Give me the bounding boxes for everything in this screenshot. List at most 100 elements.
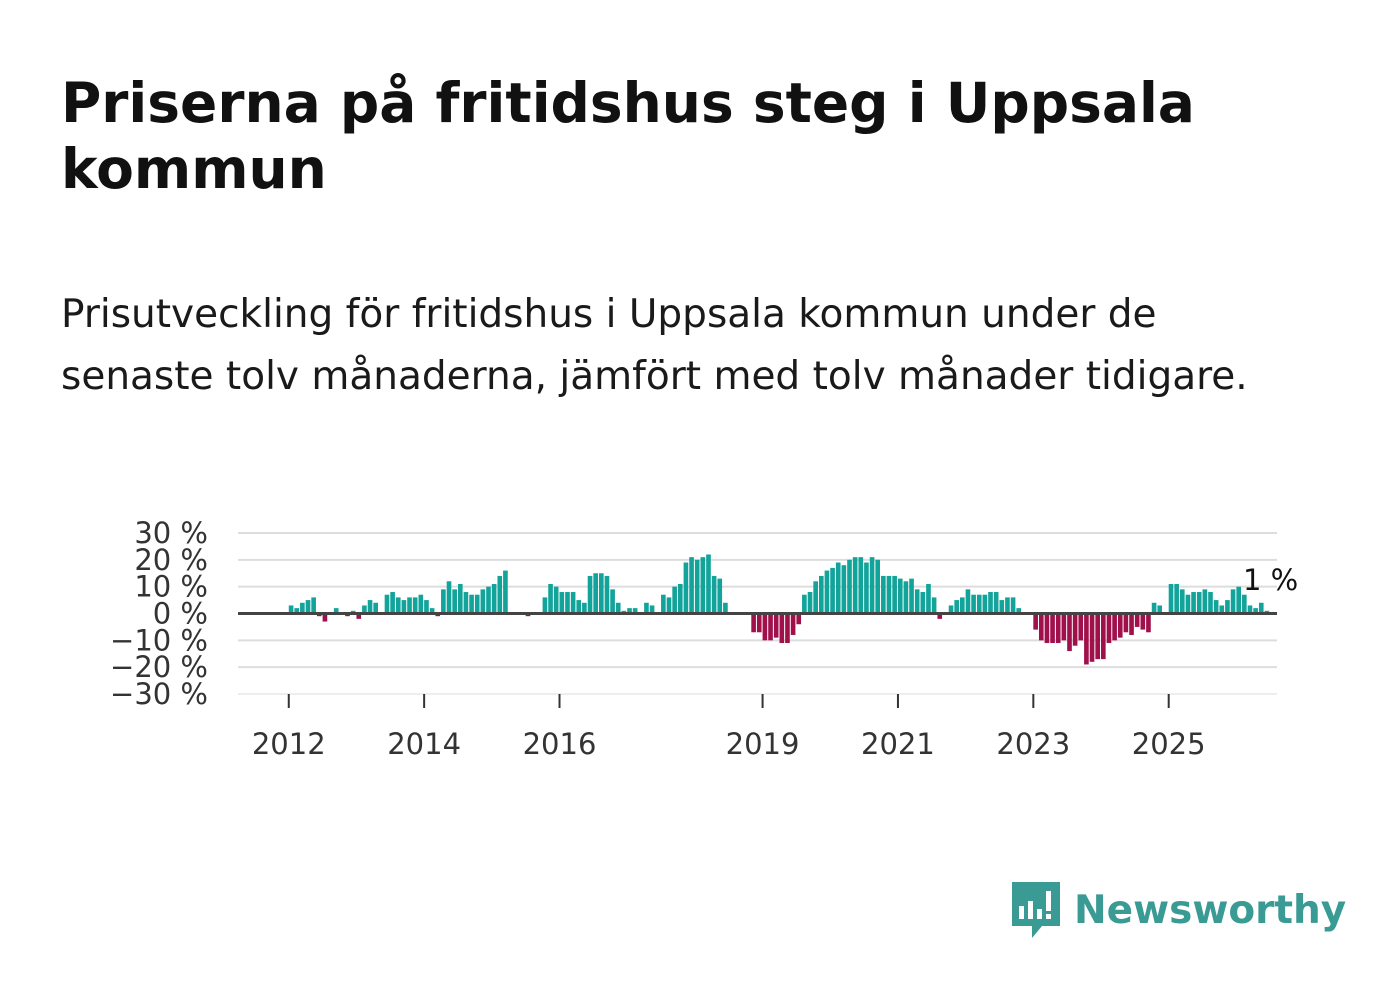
bar (1005, 597, 1010, 614)
bar (604, 575, 610, 614)
bar (412, 597, 418, 614)
x-axis: 2012 2014 2016 2019 2021 2023 2025 (252, 694, 1206, 761)
bar (1168, 583, 1174, 614)
y-axis-labels: 30 %20 %10 %0 %−10 %−20 %−30 % (110, 516, 208, 711)
bar (937, 613, 943, 619)
bar (796, 613, 802, 625)
bar (864, 562, 869, 614)
bar (830, 567, 835, 614)
bar (1179, 589, 1185, 614)
bar (813, 581, 818, 614)
bar (931, 597, 937, 614)
bar (723, 602, 728, 614)
y-tick-label: −20 % (110, 650, 208, 684)
bar (852, 557, 858, 614)
bar (322, 613, 328, 622)
bar (661, 594, 666, 614)
y-tick-label: 20 % (134, 543, 208, 577)
bar (875, 559, 881, 614)
bar (593, 573, 598, 614)
bar-chart: 30 %20 %10 %0 %−10 %−20 %−30 % 2012 2014 2… (110, 516, 1298, 761)
bar (1202, 589, 1208, 614)
gridlines (238, 532, 1277, 695)
bar (599, 573, 604, 614)
bar (897, 578, 903, 614)
bar (446, 581, 452, 614)
bar (700, 557, 706, 614)
bar (1134, 613, 1140, 627)
bar (886, 575, 892, 614)
bar (1219, 605, 1225, 614)
bar (717, 578, 723, 614)
bar (1016, 608, 1022, 614)
bar (384, 594, 390, 614)
bar (418, 594, 424, 614)
x-tick-label: 2014 (387, 727, 461, 761)
bar (1208, 592, 1213, 614)
bar (311, 597, 316, 614)
bar (491, 583, 497, 614)
bar (999, 600, 1005, 614)
x-tick-label: 2025 (1132, 727, 1206, 761)
bar (1044, 613, 1050, 644)
bar (395, 597, 401, 614)
bar (835, 562, 841, 614)
bar (288, 605, 294, 614)
bar (565, 592, 570, 614)
y-tick-label: 30 % (134, 516, 208, 550)
bar (756, 613, 762, 633)
bar (773, 613, 779, 638)
bar (1185, 594, 1191, 614)
bar (1061, 613, 1067, 641)
bar (666, 597, 672, 614)
bar (768, 613, 773, 641)
bar (587, 575, 593, 614)
bar (1106, 613, 1112, 644)
bar (858, 557, 864, 614)
bar (1191, 592, 1196, 614)
bar (881, 575, 886, 614)
bar (971, 594, 976, 614)
bar (903, 581, 909, 614)
bar (390, 592, 395, 614)
bar (333, 608, 339, 614)
bar (632, 608, 638, 614)
bar (694, 559, 700, 614)
bar (429, 608, 435, 614)
x-tick-label: 2012 (252, 727, 326, 761)
newsworthy-logo-icon (1012, 882, 1060, 938)
bar (649, 605, 655, 614)
bar (1067, 613, 1072, 652)
bar (683, 562, 689, 614)
bar (644, 602, 649, 614)
x-tick-label: 2016 (523, 727, 597, 761)
bar (548, 583, 553, 614)
bar (982, 594, 988, 614)
bar (582, 602, 587, 614)
bar (503, 570, 508, 614)
bar (909, 578, 914, 614)
bar (1117, 613, 1123, 638)
bar (1101, 613, 1106, 660)
bar (553, 586, 559, 614)
y-tick-label: −10 % (110, 623, 208, 657)
bar (954, 600, 959, 614)
bar (785, 613, 790, 644)
bar (1258, 602, 1264, 614)
bar (362, 605, 367, 614)
bar (1089, 613, 1095, 662)
bar (570, 592, 576, 614)
bar (356, 613, 362, 619)
bar (1084, 613, 1089, 665)
bar (706, 554, 711, 614)
bar (294, 608, 300, 614)
bar (1095, 613, 1100, 660)
bar (869, 557, 875, 614)
bar (960, 597, 965, 614)
bar (1033, 613, 1038, 630)
bar (1230, 589, 1236, 614)
bar (610, 589, 615, 614)
annotations: 1 % (1243, 563, 1298, 597)
bar (559, 592, 565, 614)
bar (976, 594, 982, 614)
